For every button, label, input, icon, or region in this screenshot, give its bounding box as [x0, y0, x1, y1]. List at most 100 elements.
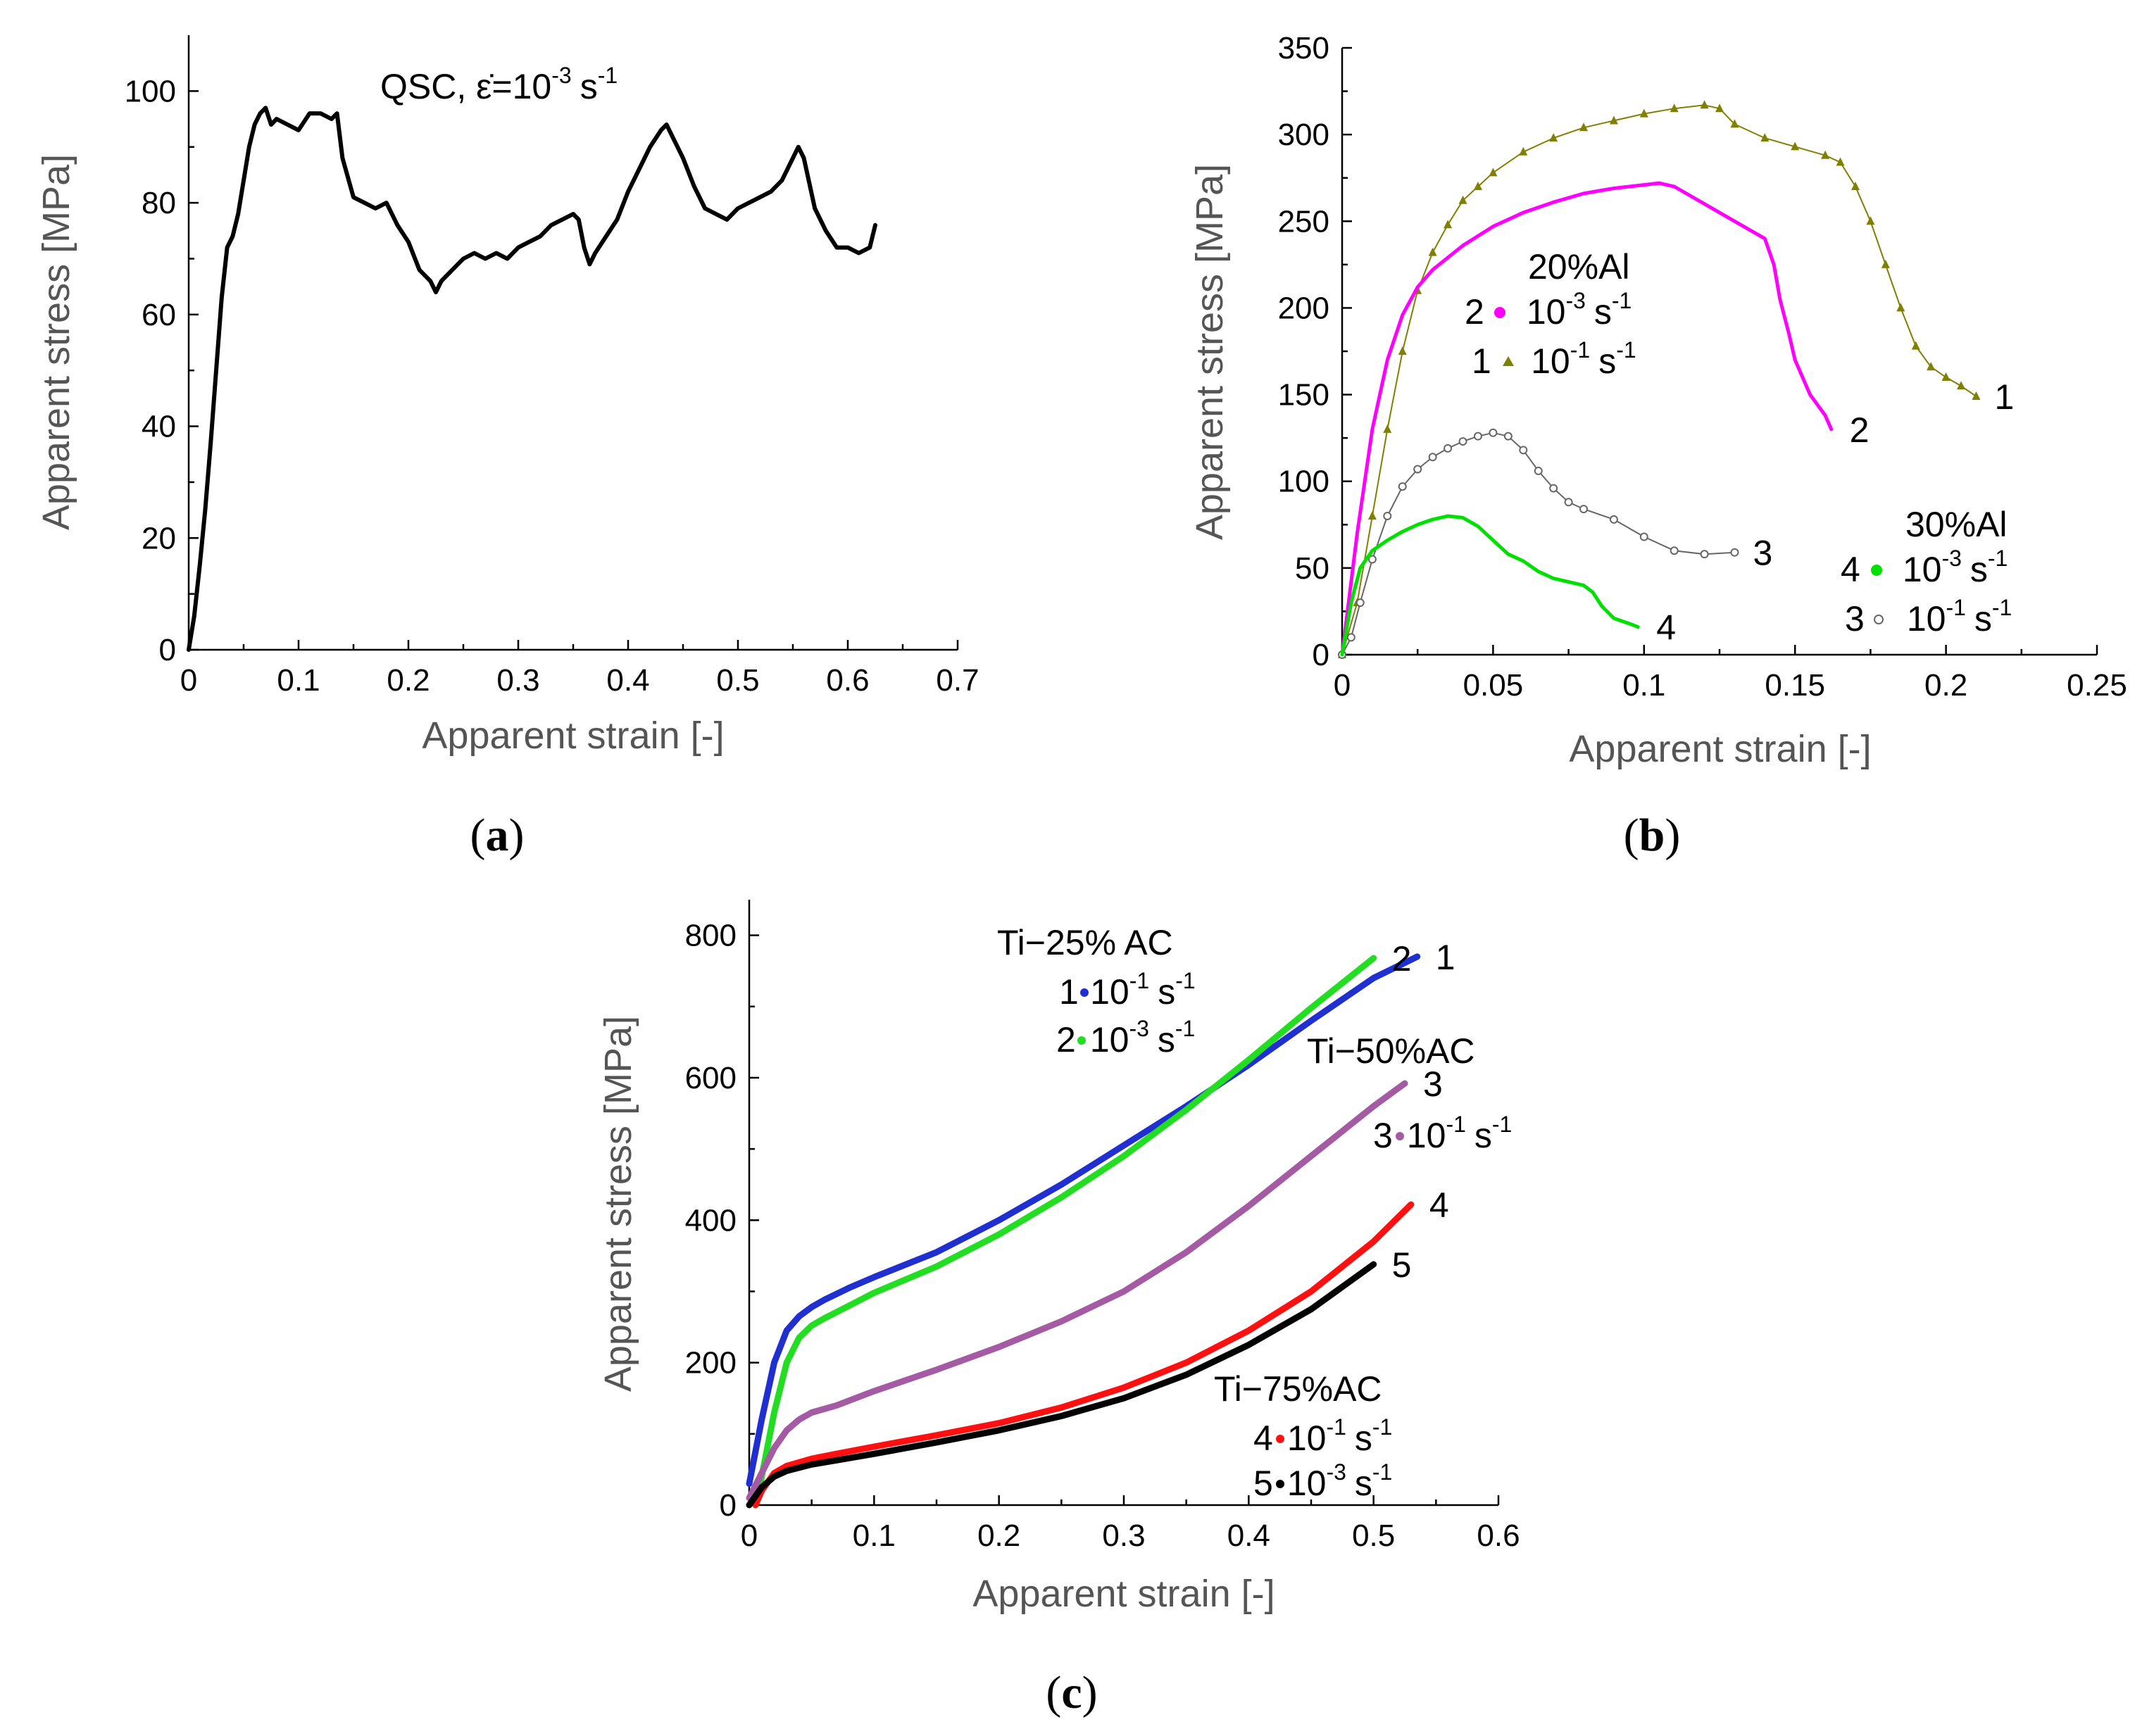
series-b-2-line	[1340, 181, 1834, 657]
x-tick-label: 0.25	[2067, 668, 2127, 703]
panel-a: 0 0.1 0.2 0.3 0.4 0.5 0.6 0.7 0 20 40 60 80 100 Appar…	[35, 35, 979, 861]
c-legend-4-marker	[1276, 1435, 1284, 1443]
legend-num: 4	[1253, 1419, 1273, 1458]
series-b-1-point	[1927, 362, 1936, 371]
x-tick-label: 0.3	[496, 663, 539, 698]
annotation-text: QSC, ε̇=10	[380, 67, 551, 106]
series-b-1-point	[1398, 346, 1407, 355]
series-b-1-point	[1444, 220, 1453, 229]
series-b-4-end-label: 4	[1656, 608, 1676, 648]
series-b-1-point	[1579, 122, 1589, 132]
y-tick-label: 0	[159, 633, 176, 667]
x-tick-label: 0.4	[1227, 1518, 1270, 1553]
legend-rate: 10	[1907, 599, 1946, 639]
label-close: )	[1082, 1667, 1098, 1718]
series-b-1-point	[1791, 141, 1800, 151]
legend-num: 3	[1373, 1116, 1393, 1155]
panel-b-ticks: 0 0.05 0.1 0.15 0.2 0.25 0 50 100 150 200 250 300 350	[1278, 31, 2127, 703]
annotation-sup: -3	[551, 63, 571, 88]
legend-unit-sup: -1	[1612, 288, 1632, 313]
y-tick-label: 100	[125, 74, 176, 108]
b-legend-2-marker	[1494, 307, 1505, 318]
label-close: )	[509, 810, 525, 861]
label-close: )	[1665, 810, 1680, 861]
y-tick-label: 400	[685, 1203, 737, 1238]
series-a-QSC-line	[187, 106, 877, 652]
x-tick-label: 0.2	[1924, 668, 1967, 703]
series-b-3-point	[1367, 555, 1377, 564]
legend-unit: s	[1970, 550, 1988, 589]
legend-sup: -3	[1941, 546, 1961, 571]
b-legend-4-marker	[1871, 565, 1882, 576]
y-tick-label: 0	[720, 1488, 737, 1523]
legend-num: 5	[1253, 1464, 1273, 1503]
x-tick-label: 0.2	[977, 1518, 1020, 1553]
label-letter: a	[486, 810, 509, 861]
legend-unit-sup: -1	[1492, 1112, 1512, 1137]
panel-b-x-label: Apparent strain [-]	[1569, 728, 1871, 770]
legend-num: 2	[1465, 292, 1484, 332]
series-b-3-point	[1489, 428, 1498, 437]
series-c-5-line	[746, 1261, 1377, 1509]
panel-a-series	[187, 106, 877, 652]
series-b-1-point	[1639, 108, 1648, 118]
x-tick-label: 0.5	[1352, 1518, 1395, 1553]
c-legend-1-marker	[1080, 988, 1089, 997]
c-group3-title: Ti−75%AC	[1214, 1369, 1382, 1409]
x-tick-label: 0	[1334, 668, 1351, 703]
panel-a-ticks: 0 0.1 0.2 0.3 0.4 0.5 0.6 0.7 0 20 40 60 80 100	[125, 74, 979, 698]
c-legend-3-marker	[1396, 1132, 1404, 1140]
series-c-2-end-label: 2	[1392, 939, 1412, 979]
legend-unit-sup: -1	[1175, 1016, 1195, 1041]
b-legend-2: 2 10-3 s-1	[1465, 288, 1632, 332]
series-c-3-line	[746, 1080, 1408, 1502]
label-open: (	[1624, 810, 1639, 861]
series-b-3-point	[1564, 498, 1573, 507]
b-legend-1-marker	[1503, 356, 1514, 366]
y-tick-label: 50	[1295, 551, 1329, 586]
series-b-1-point	[1896, 303, 1905, 312]
y-tick-label: 40	[142, 410, 176, 444]
series-b-1-point	[1851, 182, 1860, 191]
legend-unit: s	[1974, 599, 1992, 639]
series-b-3-point	[1458, 437, 1467, 446]
series-b-1-point	[1367, 510, 1377, 520]
series-b-1-point	[1458, 195, 1467, 204]
x-tick-label: 0	[180, 663, 197, 698]
label-letter: b	[1639, 810, 1665, 861]
label-open: (	[1046, 1667, 1061, 1718]
legend-sup: -1	[1946, 595, 1965, 620]
legend-rate: 10	[1090, 972, 1129, 1012]
series-b-3-end-label: 3	[1753, 534, 1772, 573]
series-b-3-point	[1534, 466, 1543, 475]
series-b-1-point	[1715, 103, 1724, 113]
b-group1-title: 20%Al	[1528, 247, 1630, 287]
series-b-3-point	[1639, 532, 1648, 541]
legend-num: 4	[1841, 550, 1860, 589]
series-b-3-point	[1519, 446, 1528, 455]
c-legend-2-marker	[1077, 1036, 1086, 1045]
series-b-1-point	[1700, 100, 1709, 109]
legend-unit-sup: -1	[1988, 546, 2008, 571]
panel-a-label: (a)	[470, 810, 525, 861]
legend-rate: 10	[1903, 550, 1942, 589]
legend-num: 1	[1059, 972, 1077, 1012]
b-group2-title: 30%Al	[1905, 505, 2008, 544]
series-c-3-end-label: 3	[1423, 1064, 1443, 1104]
panel-b: 0 0.05 0.1 0.15 0.2 0.25 0 50 100 150 200 250 300 350…	[1189, 31, 2127, 861]
legend-rate: 10	[1531, 341, 1570, 381]
panel-b-y-label: Apparent stress [MPa]	[1189, 164, 1231, 540]
series-b-1-point	[1760, 133, 1770, 142]
legend-unit: s	[1598, 341, 1616, 381]
series-b-3-point	[1428, 453, 1437, 462]
c-legend-5: 5 10-3 s-1	[1253, 1459, 1392, 1503]
panel-b-label: (b)	[1624, 810, 1681, 861]
legend-rate: 10	[1090, 1020, 1129, 1059]
c-group1-title: Ti−25% AC	[997, 923, 1173, 962]
series-b-1-point	[1670, 103, 1679, 113]
y-tick-label: 20	[142, 521, 176, 555]
panel-b-series: 1 2 3 4	[1338, 100, 2014, 659]
series-c-1-end-label: 1	[1436, 938, 1455, 977]
series-b-3-point	[1398, 482, 1407, 491]
